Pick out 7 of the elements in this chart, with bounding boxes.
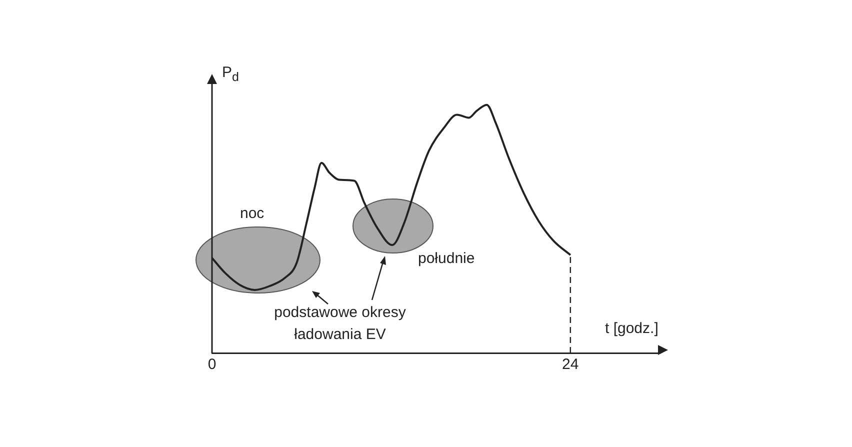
annotation: podstawowe okresy ładowania EV xyxy=(273,303,407,345)
annotation: noc xyxy=(240,205,264,222)
x-tick-label: 24 xyxy=(562,356,579,374)
y-axis-title: P$_{d}$ xyxy=(222,64,239,84)
x-tick-label: 0 xyxy=(208,356,216,374)
annotation: południe xyxy=(418,250,475,267)
x-axis-title: t [godz.] xyxy=(605,320,658,337)
